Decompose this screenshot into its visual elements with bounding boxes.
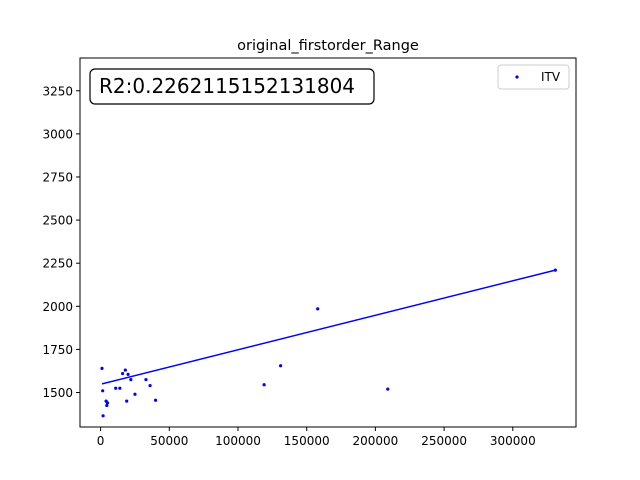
data-point (278, 364, 283, 368)
r2-label: R2:0.2262115152131804 (99, 74, 355, 98)
y-tick-label: 2250 (42, 257, 73, 271)
data-point (105, 403, 109, 408)
plot-frame (79, 57, 577, 428)
x-tick-label: 0 (97, 434, 105, 448)
x-axis: 0 50000 100000 150000 200000 250000 300000 (97, 427, 536, 448)
x-tick-label: 300000 (490, 434, 536, 448)
data-point (262, 383, 266, 387)
data-point (316, 307, 320, 311)
data-point (148, 384, 152, 388)
r2-box (89, 68, 375, 105)
data-point (123, 368, 127, 372)
y-tick-label: 2750 (42, 170, 73, 184)
y-tick-label: 1750 (42, 343, 73, 357)
x-tick-label: 250000 (421, 434, 467, 448)
data-point (101, 414, 105, 418)
x-tick-label: 50000 (150, 434, 188, 448)
y-axis: 1500 1750 2000 2250 2500 2750 3000 3250 (42, 84, 80, 400)
data-point (133, 392, 137, 396)
data-point (118, 386, 122, 390)
x-tick-label: 100000 (215, 434, 261, 448)
fit-line (101, 269, 556, 385)
data-point (386, 387, 390, 391)
data-point (114, 386, 118, 390)
x-tick-label: 200000 (352, 434, 398, 448)
y-tick-label: 1500 (42, 386, 73, 400)
data-point (101, 389, 105, 393)
data-point (126, 372, 130, 377)
legend-label-itv: ITV (541, 70, 561, 84)
x-tick-label: 150000 (284, 434, 330, 448)
data-point (144, 377, 148, 382)
data-point (125, 399, 129, 403)
data-point (105, 401, 110, 405)
plot-marks (100, 268, 557, 418)
chart-title: original_firstorder_Range (237, 38, 419, 54)
data-point (100, 366, 104, 370)
y-tick-label: 2000 (42, 300, 73, 314)
y-tick-label: 3250 (42, 84, 73, 98)
y-tick-label: 3000 (42, 127, 73, 141)
legend: ITV (497, 64, 570, 90)
r2-annotation: R2:0.2262115152131804 (89, 68, 375, 105)
data-point (553, 268, 557, 272)
data-point (153, 398, 158, 402)
y-tick-label: 2500 (42, 214, 73, 228)
legend-box (497, 64, 570, 90)
data-point (120, 371, 125, 376)
data-point (129, 377, 133, 382)
legend-marker (515, 75, 519, 79)
